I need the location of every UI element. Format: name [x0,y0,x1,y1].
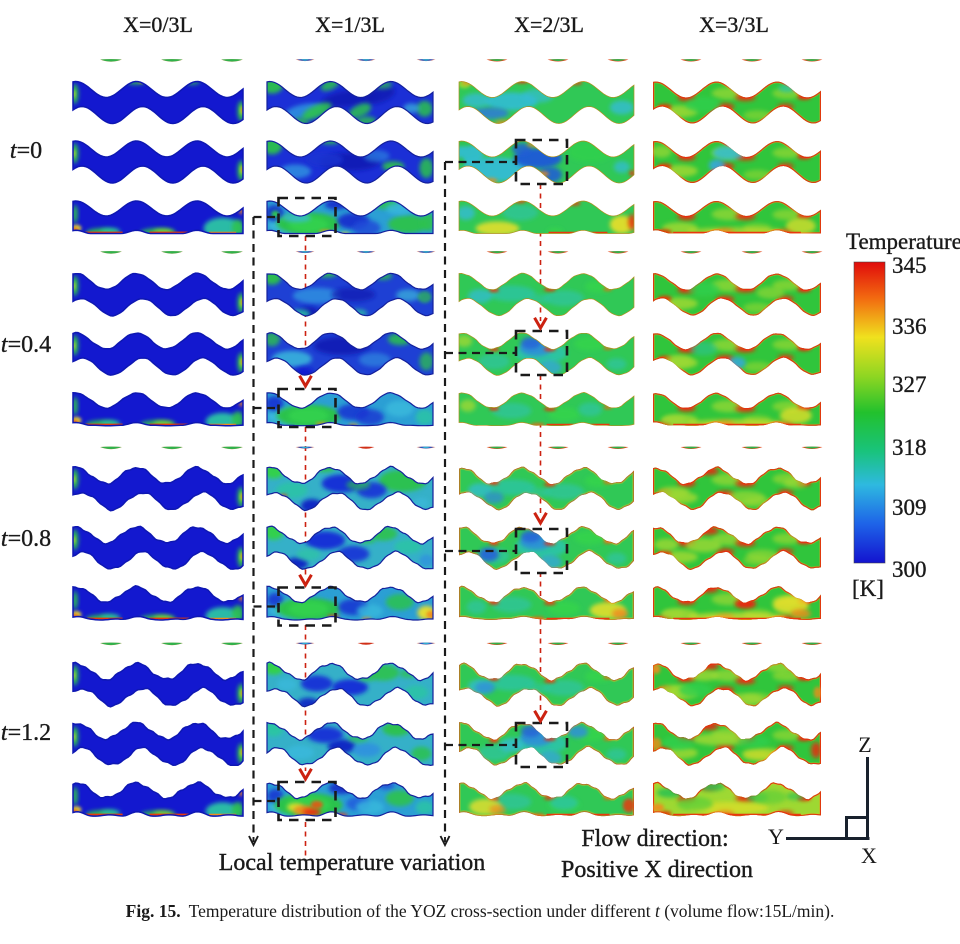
svg-text:309: 309 [892,495,927,520]
svg-text:Z: Z [858,732,871,757]
svg-text:Y: Y [768,824,784,849]
svg-text:Flow direction:: Flow direction: [581,826,728,852]
svg-text:t=0.8: t=0.8 [1,526,51,552]
svg-text:t=0.4: t=0.4 [1,332,51,358]
svg-text:t=0: t=0 [10,138,42,164]
svg-text:336: 336 [892,314,927,339]
svg-text:X=1/3L: X=1/3L [315,12,385,37]
svg-text:Local temperature variation: Local temperature variation [219,850,486,876]
svg-text:X=2/3L: X=2/3L [514,12,584,37]
svg-text:318: 318 [892,435,927,460]
svg-text:t=1.2: t=1.2 [1,720,51,746]
svg-text:Positive X direction: Positive X direction [561,857,753,883]
svg-text:300: 300 [892,557,927,582]
svg-text:Fig. 15. Temperature distribut: Fig. 15. Temperature distribution of the… [126,901,835,921]
svg-text:327: 327 [892,372,927,397]
svg-text:X=3/3L: X=3/3L [699,12,769,37]
svg-text:Temperature: Temperature [846,229,960,254]
svg-text:[K]: [K] [852,576,884,601]
svg-text:X=0/3L: X=0/3L [123,12,193,37]
svg-text:345: 345 [892,253,927,278]
svg-text:X: X [861,843,877,868]
